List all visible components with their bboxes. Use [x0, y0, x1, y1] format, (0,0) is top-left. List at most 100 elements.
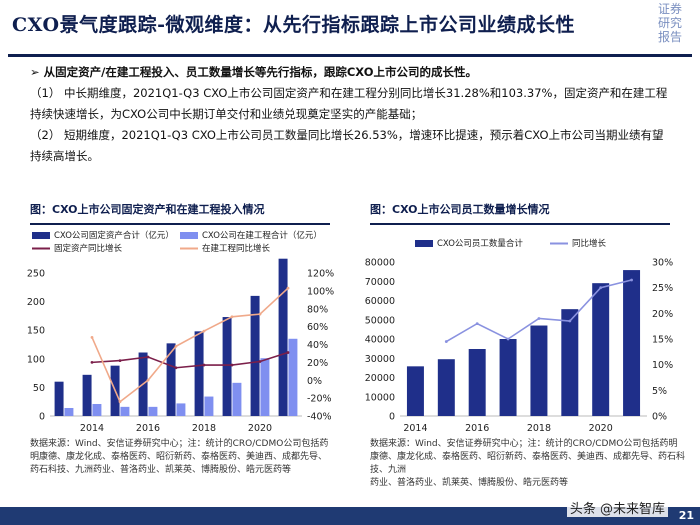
summary-line: 持续快速增长，为CXO公司中长期订单交付和业绩兑现奠定坚实的产能基础；: [30, 107, 423, 121]
y-left-tick-label: 200: [27, 297, 45, 308]
y-right-tick-label: 20%: [652, 309, 673, 320]
y-right-tick-label: 0%: [652, 412, 667, 423]
y-left-tick-label: 30000: [365, 354, 395, 365]
bar: [194, 331, 204, 416]
summary-line: ➢ 从固定资产/在建工程投入、员工数量增长等先行指标，跟踪CXO上市公司的成长性…: [30, 65, 478, 79]
y-right-tick-label: 100%: [307, 286, 334, 297]
series-point: [202, 363, 206, 367]
legend-swatch: [415, 240, 433, 247]
bar: [530, 325, 548, 416]
series-point: [286, 351, 290, 354]
left-caption-rule: [30, 223, 330, 225]
y-right-tick-label: -20%: [307, 394, 332, 405]
bar: [176, 403, 186, 416]
bar: [82, 374, 92, 416]
series-point: [630, 278, 633, 282]
series-point: [90, 335, 94, 339]
y-left-tick-label: 150: [27, 326, 45, 337]
y-right-tick-label: 30%: [652, 258, 673, 269]
bar: [232, 382, 242, 416]
y-right-tick-label: 80%: [307, 304, 328, 315]
legend-label: CXO公司在建工程合计（亿元）: [202, 230, 322, 241]
series-point: [146, 355, 150, 359]
bar: [92, 403, 102, 416]
series-point: [599, 286, 603, 290]
bar: [288, 338, 298, 416]
y-left-tick-label: 0: [39, 412, 45, 423]
series-point: [174, 366, 178, 370]
y-right-tick-label: 60%: [307, 322, 328, 333]
report-stamp: 证券 研究 报告: [648, 2, 692, 44]
watermark-text: 头条 @未来智库: [566, 498, 668, 517]
fixed-assets-chart: CXO公司固定资产合计（亿元） CXO公司在建工程合计（亿元） 固定资产同比增长 在建…: [27, 230, 334, 434]
y-left-tick-label: 10000: [365, 392, 395, 403]
series-point: [537, 317, 541, 320]
bar: [54, 381, 64, 416]
stamp-line: 报告: [657, 30, 682, 44]
y-left-tick-label: 20000: [365, 373, 395, 384]
bar: [166, 343, 176, 416]
footer-bar: 21: [0, 507, 700, 525]
bar: [120, 406, 130, 416]
legend-label: 固定资产同比增长: [54, 243, 123, 254]
y-left-tick-label: 60000: [365, 296, 395, 307]
source-line: 药业、普洛药业、凯莱英、博腾股份、皓元医药等: [370, 478, 569, 488]
series-point: [230, 363, 234, 367]
series-point: [146, 378, 150, 382]
bar: [148, 406, 158, 416]
bar: [250, 295, 260, 416]
stamp-line: 研究: [657, 16, 682, 30]
page-title: CXO景气度跟踪-微观维度：从先行指标跟踪上市公司业绩成长性: [12, 14, 575, 36]
series-point: [90, 360, 94, 364]
x-tick-label: 2018: [192, 423, 216, 434]
legend-label: CXO公司固定资产合计（亿元）: [54, 230, 174, 241]
y-right-tick-label: 10%: [652, 360, 673, 371]
source-line: 数据来源：Wind、安信证券研究中心；注：统计的CRO/CDMO公司包括药: [30, 439, 329, 449]
legend-label: 在建工程同比增长: [202, 243, 271, 254]
bar: [468, 349, 486, 416]
legend-swatch: [32, 232, 50, 239]
bar: [406, 366, 424, 416]
bar: [204, 396, 214, 416]
x-tick-label: 2018: [527, 423, 551, 434]
y-left-tick-label: 100: [27, 354, 45, 365]
y-left-tick-label: 50000: [365, 315, 395, 326]
series-point: [174, 344, 178, 348]
employee-chart: CXO公司员工数量合计 同比增长 0 10000 20000 30000 40000 5000…: [365, 238, 673, 434]
y-right-tick-label: 15%: [652, 335, 673, 346]
y-right-tick-label: 0%: [307, 376, 322, 387]
y-left-tick-label: 70000: [365, 277, 395, 288]
legend-swatch: [180, 232, 198, 239]
y-right-tick-label: 25%: [652, 283, 673, 294]
summary-line: 持续高增长。: [30, 149, 99, 163]
y-right-tick-label: -40%: [307, 412, 332, 423]
x-tick-label: 2020: [248, 423, 272, 434]
series-point: [230, 315, 234, 319]
y-left-tick-label: 40000: [365, 335, 395, 346]
summary-line: （1） 中长期维度，2021Q1-Q3 CXO上市公司固定资产和在建工程分别同比…: [30, 86, 668, 100]
y-right-tick-label: 120%: [307, 269, 334, 280]
right-chart-caption: 图：CXO上市公司员工数量增长情况: [370, 203, 550, 216]
bar: [222, 317, 232, 416]
series-point: [444, 340, 448, 343]
stamp-line: 证券: [657, 2, 682, 16]
title-divider: [8, 54, 692, 57]
x-tick-label: 2020: [589, 423, 613, 434]
bar: [499, 339, 517, 416]
y-left-tick-label: 0: [389, 412, 395, 423]
page-number: 21: [678, 509, 694, 522]
series-point: [506, 337, 510, 341]
bar: [64, 407, 74, 416]
bar: [592, 283, 610, 416]
bar: [623, 270, 641, 416]
source-line: 药石科技、九洲药业、普洛药业、凯莱英、博腾股份、皓元医药等: [30, 465, 292, 475]
source-line: 康德、康龙化成、泰格医药、昭衍新药、泰格医药、美迪西、成都先导、药石科技、九洲: [370, 452, 686, 475]
bar: [278, 258, 288, 416]
legend-label: 同比增长: [572, 238, 607, 249]
bar: [561, 309, 579, 416]
y-right-tick-label: 40%: [307, 340, 328, 351]
x-tick-label: 2016: [465, 423, 489, 434]
y-right-tick-label: 5%: [652, 386, 667, 397]
summary-line: （2） 短期维度，2021Q1-Q3 CXO上市公司员工数量同比增长26.53%…: [30, 128, 664, 142]
series-point: [286, 286, 290, 290]
